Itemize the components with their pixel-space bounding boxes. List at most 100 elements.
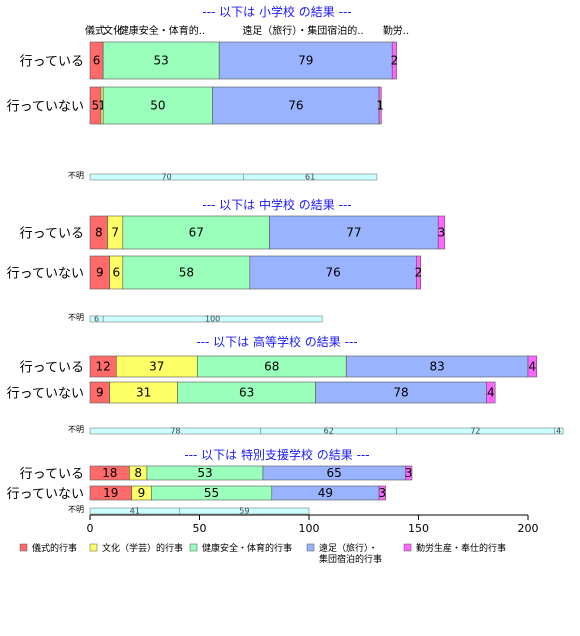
data-label: 77 — [346, 226, 361, 240]
no-response-label: 不明 — [68, 425, 84, 434]
x-tick-label: 200 — [518, 522, 539, 535]
header-label: 健康安全・体育的.. — [119, 24, 205, 37]
bar-segment — [212, 86, 380, 125]
header-label: 遠足（旅行）・集団宿泊的.. — [242, 24, 363, 37]
x-tick-label: 50 — [193, 522, 207, 535]
data-label: 53 — [154, 54, 169, 68]
bar-segment — [486, 381, 496, 404]
data-label: 9 — [96, 266, 104, 280]
data-label: 19 — [103, 486, 118, 500]
no-response-value: 41 — [130, 507, 140, 516]
row-label: 行っていない — [7, 387, 84, 402]
data-label: 4 — [487, 386, 495, 400]
no-response-value: 59 — [239, 507, 249, 516]
bar-segment — [269, 215, 439, 250]
data-label: 7 — [111, 226, 119, 240]
legend-swatch — [19, 543, 28, 552]
data-label: 37 — [149, 360, 164, 374]
no-response-value: 70 — [162, 173, 172, 182]
x-tick-label: 150 — [408, 522, 429, 535]
data-label: 8 — [95, 226, 103, 240]
header-label: 儀式 — [85, 24, 105, 37]
bar-segment — [378, 485, 386, 501]
no-response-label: 不明 — [68, 505, 84, 514]
data-label: 78 — [393, 386, 408, 400]
bar-segment — [416, 255, 421, 290]
legend-label: 健康安全・体育的行事 — [202, 542, 292, 554]
legend-label: 遠足（旅行）・集団宿泊的行事 — [319, 542, 382, 565]
row-label: 行っている — [20, 467, 84, 482]
no-response-value: 61 — [305, 173, 315, 182]
row-label: 行っていない — [7, 267, 84, 282]
row-label: 行っている — [20, 361, 84, 376]
header-label: 勤労.. — [383, 24, 409, 37]
bar-segment — [378, 86, 382, 125]
data-label: 68 — [264, 360, 279, 374]
data-label: 50 — [150, 99, 165, 113]
bar-segment — [102, 86, 213, 125]
row-label: 行っている — [20, 227, 84, 242]
no-response-label: 不明 — [68, 313, 84, 322]
no-response-value: 6 — [94, 315, 99, 324]
no-response-segment — [102, 315, 323, 323]
bar-segment — [527, 355, 538, 378]
data-label: 9 — [96, 386, 104, 400]
bar-segment — [102, 41, 220, 80]
data-label: 67 — [189, 226, 204, 240]
no-response-segment — [179, 507, 310, 515]
no-response-value: 62 — [324, 427, 334, 436]
panel-title: --- 以下は 中学校 の結果 --- — [202, 197, 351, 212]
data-label: 65 — [327, 466, 342, 480]
no-response-value: 78 — [170, 427, 180, 436]
row-label: 行っていない — [7, 100, 84, 115]
x-tick-label: 100 — [299, 522, 320, 535]
no-response-label: 不明 — [68, 171, 84, 180]
data-label: 76 — [288, 99, 303, 113]
data-label: 49 — [318, 486, 333, 500]
data-label: 12 — [95, 360, 110, 374]
data-label: 18 — [102, 466, 117, 480]
data-label: 31 — [136, 386, 151, 400]
data-label: 53 — [197, 466, 212, 480]
no-response-segment — [243, 173, 378, 181]
data-label: 9 — [138, 486, 146, 500]
data-label: 83 — [429, 360, 444, 374]
legend-swatch — [189, 543, 198, 552]
data-label: 79 — [298, 54, 313, 68]
bar-segment — [405, 465, 413, 481]
data-label: 6 — [112, 266, 120, 280]
data-label: 3 — [405, 466, 413, 480]
bar-segment — [249, 255, 417, 290]
data-label: 2 — [415, 266, 423, 280]
legend-label: 文化（学芸）的行事 — [102, 542, 183, 554]
x-tick-label: 0 — [87, 522, 94, 535]
data-label: 8 — [134, 466, 142, 480]
no-response-value: 4 — [556, 427, 561, 436]
legend-swatch — [306, 543, 315, 552]
row-label: 行っていない — [7, 487, 84, 502]
data-label: 3 — [379, 486, 387, 500]
data-label: 4 — [529, 360, 537, 374]
data-label: 2 — [391, 54, 399, 68]
data-label: 55 — [204, 486, 219, 500]
header-label: 文化 — [103, 24, 123, 37]
data-label: 3 — [438, 226, 446, 240]
row-label: 行っている — [20, 55, 84, 70]
data-label: 1 — [376, 99, 384, 113]
legend-label: 勤労生産・奉仕的行事 — [416, 542, 506, 554]
data-label: 76 — [325, 266, 340, 280]
bar-segment — [122, 255, 251, 290]
data-label: 1 — [98, 99, 106, 113]
bar-segment — [122, 215, 270, 250]
data-label: 58 — [179, 266, 194, 280]
no-response-value: 100 — [205, 315, 220, 324]
legend-swatch — [403, 543, 412, 552]
data-label: 5 — [92, 99, 100, 113]
no-response-value: 72 — [470, 427, 480, 436]
bar-segment — [437, 215, 446, 250]
data-label: 6 — [93, 54, 101, 68]
panel-title: --- 以下は 小学校 の結果 --- — [202, 4, 351, 19]
legend-label: 儀式的行事 — [32, 542, 77, 554]
legend-swatch — [89, 543, 98, 552]
